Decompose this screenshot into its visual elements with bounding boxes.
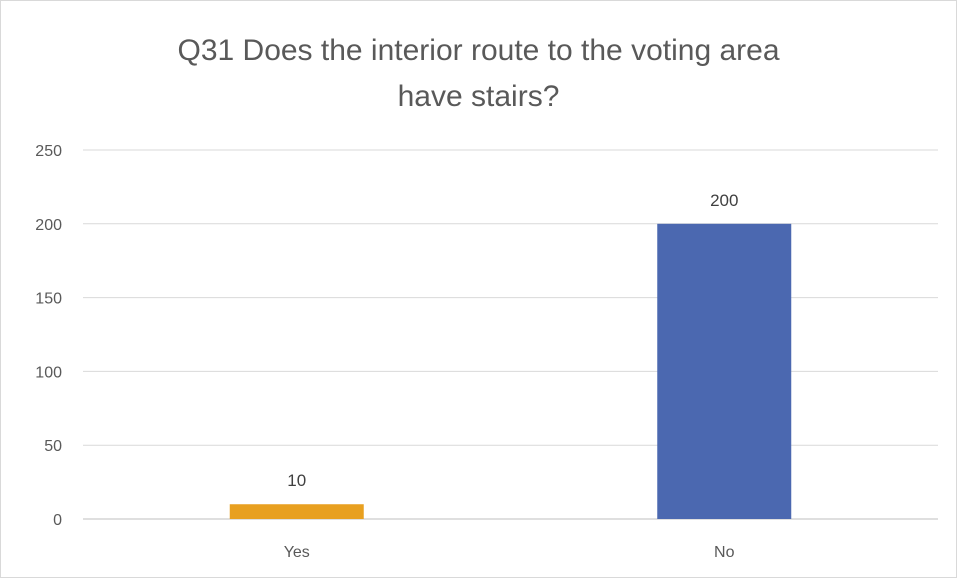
x-tick-label: Yes — [284, 544, 310, 561]
y-tick-label: 200 — [35, 217, 62, 234]
bar-no — [657, 223, 792, 520]
y-tick-label: 250 — [35, 143, 62, 160]
x-tick-label: No — [714, 544, 735, 561]
chart-title: Q31 Does the interior route to the votin… — [0, 28, 957, 120]
y-tick-label: 0 — [53, 512, 62, 529]
y-tick-label: 50 — [44, 438, 62, 455]
chart-title-line-1: Q31 Does the interior route to the votin… — [177, 34, 780, 67]
chart-title-line-2: have stairs? — [397, 80, 560, 113]
data-label: 200 — [710, 191, 738, 210]
data-label: 10 — [287, 471, 306, 490]
y-tick-label: 100 — [35, 364, 62, 381]
bar-yes — [229, 504, 364, 519]
y-tick-label: 150 — [35, 291, 62, 308]
